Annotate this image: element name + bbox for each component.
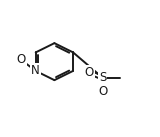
Text: S: S xyxy=(99,71,106,84)
Text: O: O xyxy=(98,85,107,98)
Text: N: N xyxy=(31,64,40,77)
Text: O: O xyxy=(17,53,26,66)
Text: O: O xyxy=(84,66,94,79)
